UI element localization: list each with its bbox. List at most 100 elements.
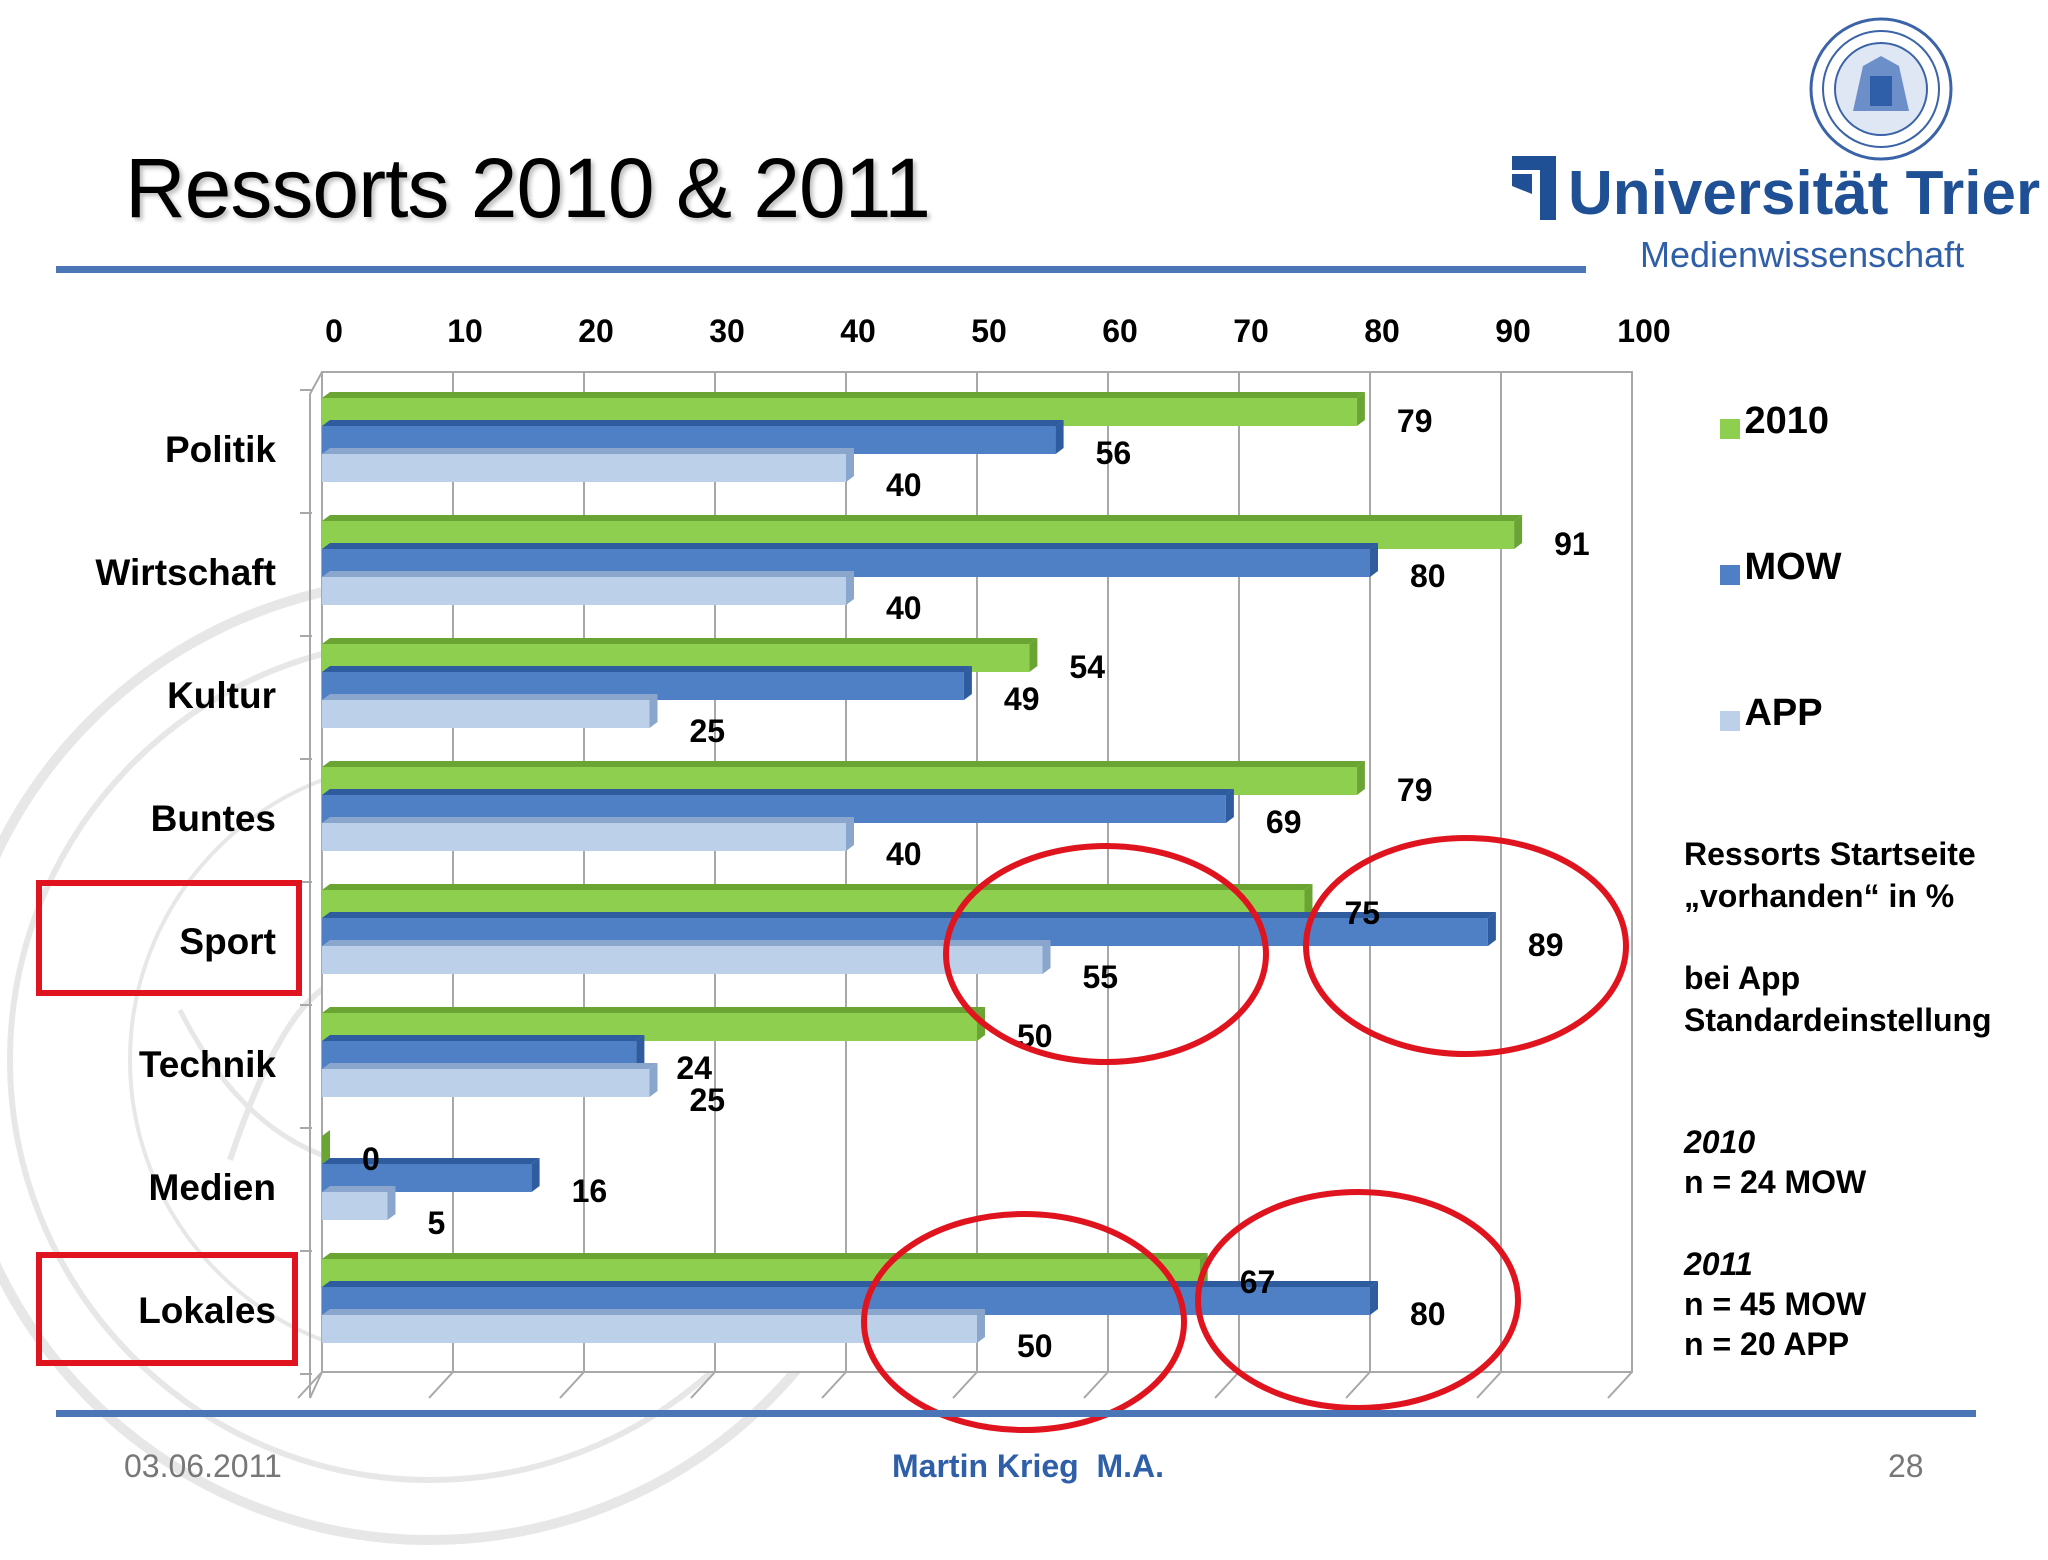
category-label-kultur: Kultur (167, 675, 276, 716)
note-n-2011-app: n = 20 APP (1684, 1326, 1850, 1362)
bar-top-app (322, 1309, 985, 1315)
legend-swatch-mow (1720, 564, 1740, 585)
bar-end-app (649, 694, 658, 728)
title-divider (56, 266, 1586, 273)
bar-end-mow (1487, 912, 1496, 946)
category-label-medien: Medien (149, 1167, 276, 1208)
bar-end-app (846, 571, 854, 605)
value-label-mow: 16 (572, 1173, 608, 1209)
bar-top-app (322, 694, 658, 700)
bar-app (322, 454, 846, 482)
bar-app (322, 946, 1043, 974)
footer-author: Martin Krieg M.A. (892, 1448, 1165, 1484)
bar-end-app (846, 817, 854, 851)
x-tick-label: 0 (325, 313, 343, 349)
note-year-2011: 2011 (1684, 1246, 1753, 1282)
value-label-mow: 24 (676, 1050, 712, 1086)
floor-tick (690, 1371, 716, 1399)
bar-end-mow (1370, 1281, 1378, 1315)
floor-tick (1607, 1371, 1633, 1399)
bar-top-app (322, 1186, 396, 1192)
note-n-2011-mow: n = 45 MOW (1684, 1286, 1867, 1322)
floor-tick (428, 1371, 454, 1399)
bar-top-mow (322, 789, 1234, 795)
value-label-app: 40 (886, 590, 922, 626)
highlight-ellipse (943, 843, 1269, 1065)
university-seal-icon (1809, 17, 1953, 161)
bar-app (322, 823, 846, 851)
university-logo-mark-icon (1512, 156, 1556, 220)
bar-end-mow (963, 666, 972, 700)
bar-end-mow (1370, 543, 1378, 577)
bar-top-2010 (322, 884, 1313, 890)
bar-app (322, 1192, 388, 1220)
page-number: 28 (1888, 1448, 1924, 1484)
value-label-2010: 91 (1554, 526, 1590, 562)
value-label-app: 40 (886, 836, 922, 872)
value-label-mow: 49 (1004, 681, 1040, 717)
value-label-2010: 79 (1397, 772, 1433, 808)
value-label-2010: 0 (362, 1141, 380, 1177)
bar-end-app (977, 1309, 985, 1343)
bar-end-2010 (322, 1130, 330, 1164)
legend-swatch-app (1720, 710, 1740, 731)
value-label-app: 40 (886, 467, 922, 503)
bar-top-mow (322, 543, 1378, 549)
value-label-mow: 89 (1528, 927, 1564, 963)
highlight-ellipse (861, 1211, 1187, 1433)
bar-top-mow (322, 1281, 1378, 1287)
value-label-app: 55 (1083, 959, 1119, 995)
category-label-wirtschaft: Wirtschaft (95, 552, 276, 593)
category-label-lokales: Lokales (138, 1290, 276, 1331)
note-line-3: bei App (1684, 960, 1801, 996)
value-label-app: 25 (690, 713, 726, 749)
value-label-2010: 79 (1397, 403, 1433, 439)
floor-tick (952, 1371, 978, 1399)
bar-end-2010 (1304, 884, 1313, 918)
highlight-box-lokales (36, 1252, 298, 1366)
category-label-politik: Politik (165, 429, 276, 470)
floor-tick (1214, 1371, 1240, 1399)
bar-top-app (322, 571, 854, 577)
bar-end-2010 (1356, 761, 1365, 795)
note-n-2010: n = 24 MOW (1684, 1164, 1867, 1200)
bar-end-mow (531, 1158, 540, 1192)
bar-top-mow (322, 1158, 540, 1164)
note-line-2: „vorhanden“ in % (1684, 878, 1955, 914)
bar-end-mow (636, 1035, 645, 1069)
bar-end-app (1042, 940, 1051, 974)
x-tick-label: 70 (1233, 313, 1269, 349)
slide-title: Ressorts 2010 & 2011 (125, 141, 931, 235)
note-year-2010: 2010 (1684, 1124, 1756, 1160)
value-label-mow: 80 (1410, 558, 1446, 594)
x-tick-label: 40 (840, 313, 876, 349)
bar-end-2010 (1356, 392, 1365, 426)
bar-end-app (846, 448, 854, 482)
x-tick-label: 10 (447, 313, 483, 349)
x-tick-label: 80 (1364, 313, 1400, 349)
bar-app (322, 577, 846, 605)
bar-top-app (322, 940, 1051, 946)
value-label-mow: 56 (1096, 435, 1132, 471)
highlight-ellipse (1195, 1189, 1521, 1411)
bar-top-2010 (322, 1007, 985, 1013)
bar-top-2010 (322, 515, 1523, 521)
category-label-sport: Sport (179, 921, 276, 962)
bar-app (322, 700, 650, 728)
value-label-app: 50 (1017, 1328, 1053, 1364)
floor-tick (821, 1371, 847, 1399)
legend-item-app: APP (1720, 692, 1823, 735)
category-label-buntes: Buntes (151, 798, 276, 839)
value-label-mow: 80 (1410, 1296, 1446, 1332)
bar-top-2010 (322, 392, 1365, 398)
bar-app (322, 1069, 650, 1097)
floor-tick (1345, 1371, 1371, 1399)
bar-end-app (649, 1063, 658, 1097)
legend-label-2010: 2010 (1744, 400, 1829, 442)
chart-labels: 0 10 20 30 40 50 60 70 80 90 100Politik795640Wirts… (95, 313, 1671, 1433)
legend-item-mow: MOW (1720, 546, 1842, 589)
legend-label-mow: MOW (1744, 546, 1842, 588)
bar-top-mow (322, 912, 1496, 918)
bar-app (322, 1315, 977, 1343)
